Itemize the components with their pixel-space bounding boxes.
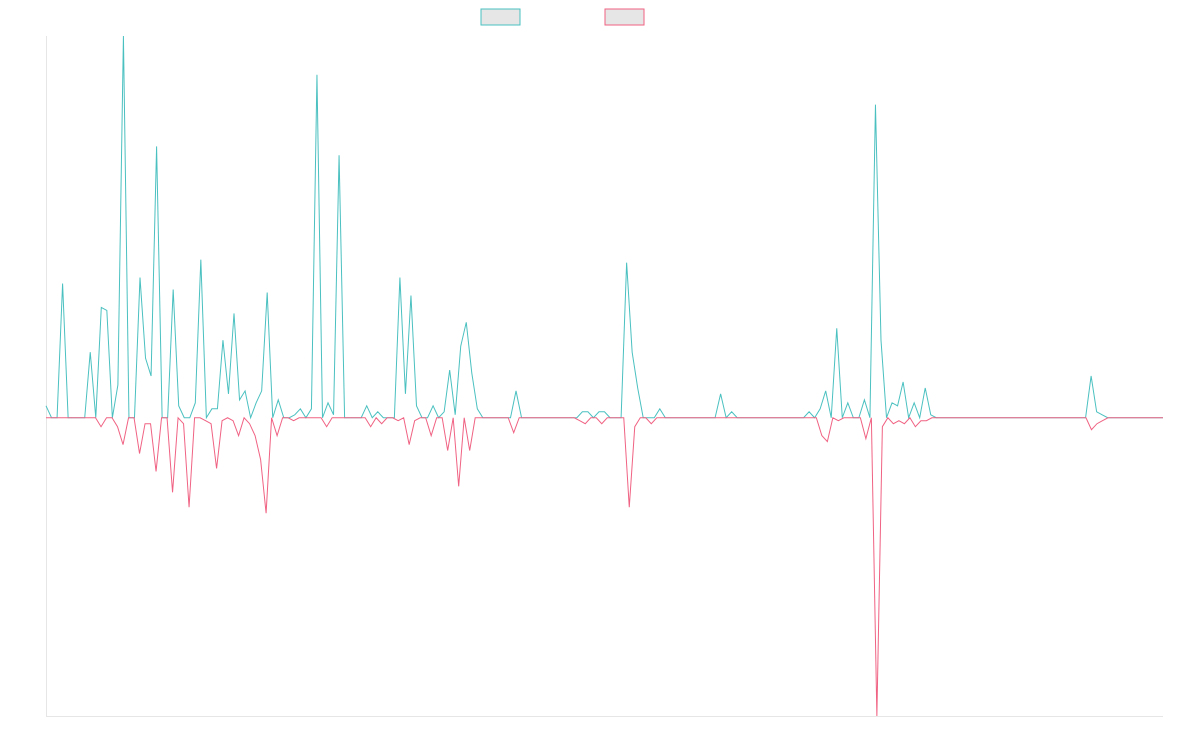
legend-swatch-series-2[interactable] <box>604 8 645 26</box>
series-layer <box>45 35 1163 717</box>
series-1-line <box>45 35 1163 420</box>
axes <box>46 36 1163 717</box>
legend <box>480 8 645 26</box>
series-2-line <box>46 416 1163 717</box>
legend-swatch-series-1[interactable] <box>480 8 521 26</box>
